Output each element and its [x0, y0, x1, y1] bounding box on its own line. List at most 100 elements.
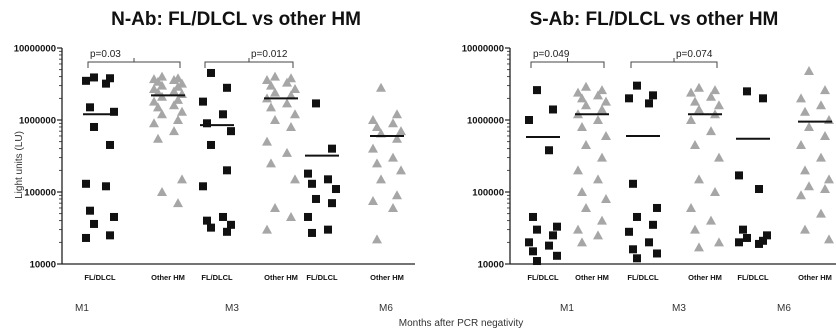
- data-point: [581, 100, 591, 110]
- series-m6-other-hm: Other HM: [796, 65, 834, 282]
- data-point: [553, 222, 561, 231]
- data-point: [173, 81, 183, 91]
- data-point: [601, 130, 611, 140]
- data-point: [157, 187, 167, 196]
- data-point: [649, 220, 657, 229]
- data-point: [82, 233, 90, 242]
- data-point: [106, 74, 114, 83]
- data-point: [694, 104, 704, 114]
- data-point: [690, 224, 700, 234]
- data-point: [581, 139, 591, 149]
- bracket-line: [530, 61, 605, 68]
- data-point: [820, 85, 830, 95]
- data-point: [157, 109, 167, 119]
- data-point: [549, 105, 557, 114]
- category-label: FL/DLCL: [306, 273, 338, 282]
- data-point: [199, 97, 207, 106]
- data-point: [219, 212, 227, 221]
- data-point: [549, 231, 557, 240]
- data-point: [199, 182, 207, 191]
- data-point: [82, 179, 90, 188]
- data-point: [714, 100, 724, 110]
- data-point: [706, 215, 716, 225]
- data-point: [706, 126, 716, 136]
- y-tick-label: 1000000: [467, 116, 504, 127]
- data-point: [270, 71, 280, 81]
- data-point: [82, 76, 90, 85]
- data-point: [601, 193, 611, 203]
- data-point: [545, 241, 553, 250]
- data-point: [270, 115, 280, 124]
- data-point: [207, 68, 215, 77]
- y-tick-label: 1000000: [19, 116, 56, 127]
- data-point: [219, 110, 227, 119]
- data-point: [396, 165, 406, 175]
- p-value-label: p=0.074: [676, 49, 713, 60]
- data-point: [262, 136, 272, 146]
- data-point: [601, 96, 611, 106]
- series-m6-fl-dlcl: FL/DLCL: [304, 99, 340, 282]
- data-point: [282, 98, 292, 108]
- data-point: [529, 212, 537, 221]
- data-point: [824, 234, 834, 244]
- series-m3-fl-dlcl: FL/DLCL: [199, 68, 235, 282]
- data-point: [290, 174, 300, 184]
- series-m1-other-hm: Other HM: [149, 71, 187, 282]
- data-point: [593, 174, 603, 184]
- data-point: [388, 202, 398, 212]
- data-point: [633, 212, 641, 221]
- data-point: [368, 195, 378, 205]
- group-label: M3: [225, 303, 239, 314]
- significance-bracket: p=0.03: [87, 49, 181, 68]
- data-point: [824, 115, 834, 124]
- data-point: [227, 127, 235, 136]
- data-point: [593, 90, 603, 100]
- chart-panel-s-ab: S-Ab: FL/DLCL vs other HM 10000 100000 1000…: [462, 9, 836, 314]
- data-point: [694, 82, 704, 92]
- data-point: [169, 74, 179, 84]
- data-point: [533, 86, 541, 95]
- group-label: M6: [777, 303, 791, 314]
- data-point: [573, 87, 583, 97]
- data-point: [633, 81, 641, 90]
- data-point: [525, 238, 533, 247]
- data-point: [227, 220, 235, 229]
- data-point: [533, 225, 541, 234]
- data-point: [286, 73, 296, 83]
- data-point: [262, 74, 272, 84]
- data-point: [392, 133, 402, 143]
- category-label: FL/DLCL: [201, 273, 233, 282]
- data-point: [533, 257, 541, 266]
- data-point: [710, 187, 720, 196]
- group-label: M1: [75, 303, 89, 314]
- data-point: [597, 152, 607, 162]
- data-point: [710, 85, 720, 95]
- data-point: [653, 203, 661, 212]
- data-point: [593, 230, 603, 240]
- data-point: [324, 225, 332, 234]
- category-label: Other HM: [575, 273, 609, 282]
- data-point: [577, 237, 587, 247]
- data-point: [714, 152, 724, 162]
- data-point: [690, 139, 700, 149]
- data-point: [804, 181, 814, 191]
- data-point: [203, 216, 211, 225]
- category-label: FL/DLCL: [84, 273, 116, 282]
- data-point: [324, 175, 332, 184]
- data-point: [694, 174, 704, 184]
- data-point: [328, 144, 336, 153]
- series-m1-other-hm: Other HM: [573, 81, 611, 282]
- data-point: [577, 187, 587, 196]
- category-label: FL/DLCL: [627, 273, 659, 282]
- data-point: [328, 199, 336, 208]
- data-point: [308, 179, 316, 188]
- data-point: [282, 77, 292, 87]
- data-point: [173, 94, 183, 104]
- data-point: [372, 158, 382, 168]
- category-label: Other HM: [798, 273, 832, 282]
- data-point: [290, 109, 300, 119]
- data-point: [743, 87, 751, 96]
- data-point: [207, 223, 215, 232]
- data-point: [376, 174, 386, 184]
- data-point: [207, 140, 215, 149]
